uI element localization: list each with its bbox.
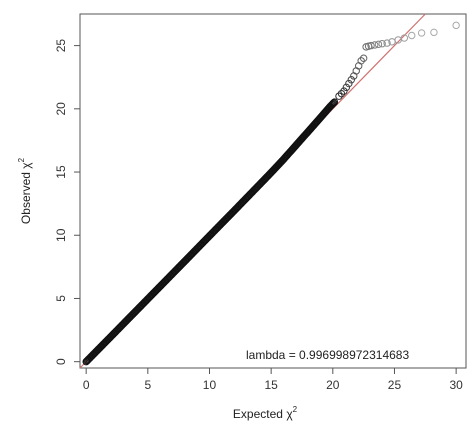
y-tick-label: 5	[54, 295, 68, 302]
qq-point	[359, 54, 368, 62]
x-axis-title: Expected χ2	[233, 405, 298, 421]
y-axis-superscript: 2	[17, 157, 26, 162]
qq-point	[383, 39, 391, 47]
x-axis: 0 5 10 15 20 25 30	[83, 368, 463, 392]
qq-point	[367, 41, 375, 50]
x-axis-symbol: χ	[286, 407, 293, 421]
qq-point	[335, 92, 343, 100]
qq-point	[330, 98, 339, 106]
qq-point	[408, 31, 416, 40]
lambda-annotation: lambda = 0.996998972314683	[246, 348, 409, 362]
y-axis: 0 5 10 15 20 25	[54, 39, 80, 365]
y-tick-label: 15	[54, 165, 68, 179]
qq-point	[400, 34, 409, 42]
x-tick-label: 0	[83, 378, 90, 392]
y-axis-label-text: Observed	[19, 172, 33, 224]
y-axis-title: Observed χ2	[17, 157, 33, 224]
qq-point	[337, 89, 346, 98]
x-tick-label: 5	[144, 378, 151, 392]
qq-point	[378, 40, 386, 48]
y-axis-symbol: χ	[19, 162, 33, 169]
qq-point	[329, 99, 338, 107]
x-tick-label: 15	[264, 378, 278, 392]
y-tick-label: 0	[54, 358, 68, 365]
qq-point	[328, 100, 336, 109]
y-tick-label: 20	[54, 102, 68, 116]
x-tick-label: 25	[388, 378, 402, 392]
qq-point	[329, 100, 337, 108]
qq-point	[347, 76, 356, 84]
x-axis-superscript: 2	[293, 405, 298, 414]
x-tick-label: 30	[449, 378, 463, 392]
qq-point	[371, 41, 379, 49]
y-tick-label: 25	[54, 39, 68, 53]
points-layer	[82, 21, 460, 366]
x-tick-label: 20	[326, 378, 340, 392]
y-tick-label: 10	[54, 228, 68, 242]
x-tick-label: 10	[203, 378, 217, 392]
qq-point	[430, 28, 438, 37]
qq-point	[340, 87, 348, 95]
x-axis-label-text: Expected	[233, 407, 283, 421]
qq-point	[342, 83, 351, 92]
qq-point	[417, 29, 426, 37]
qq-point	[452, 21, 460, 30]
plot-area-frame	[79, 13, 467, 369]
qq-point	[374, 40, 383, 49]
qq-point	[357, 57, 365, 65]
qq-point	[345, 79, 353, 88]
